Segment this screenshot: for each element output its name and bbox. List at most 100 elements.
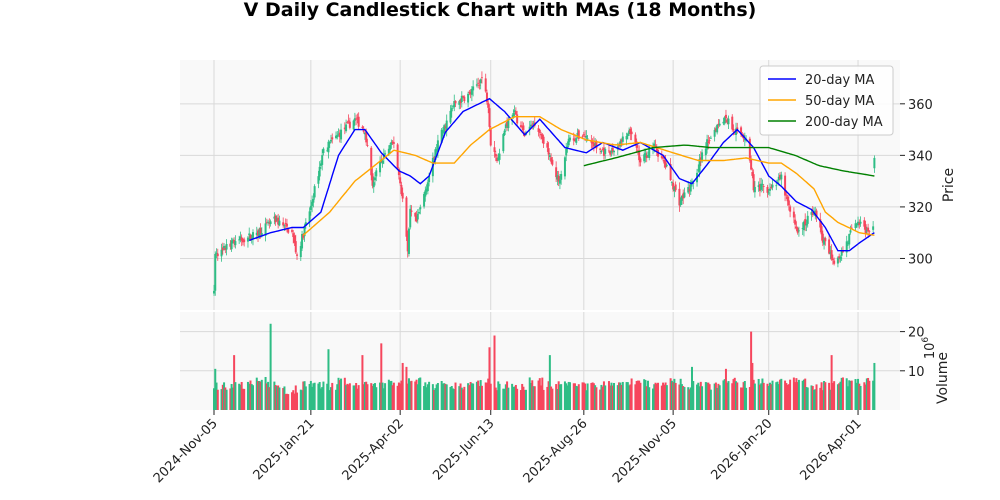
candle-body [363,132,366,135]
volume-bar [664,382,667,410]
candle-body [396,144,399,169]
candle-body [304,222,307,226]
volume-bar [425,387,428,410]
volume-bar [777,384,780,410]
volume-bar [503,388,506,410]
candle-body [865,230,868,232]
volume-bar [489,383,492,410]
volume-bar [309,380,312,410]
volume-bar [542,389,545,410]
volume-bar [696,384,699,410]
volume-bar [434,388,437,410]
volume-bar [620,384,623,410]
candle-body [722,121,725,124]
volume-bar [643,379,646,410]
candle-body [519,125,522,128]
candle-body [497,157,500,161]
volume-bar [414,381,417,410]
candle-body [620,139,623,142]
candle-body [735,128,738,135]
candle-body [238,239,241,241]
candle-body [724,114,727,119]
volume-bar [223,382,226,410]
candle-body [328,142,331,144]
candle-body [557,176,560,182]
volume-bar [410,380,413,410]
candle-body [582,134,585,136]
candle-body [636,150,639,152]
candle-body [669,164,672,181]
candle-body [701,152,704,162]
candle-body [753,186,756,193]
candle-body [355,118,358,120]
volume-bar [257,381,260,410]
volume-bar [292,390,295,410]
volume-bar [586,383,589,410]
candle-body [714,128,717,131]
volume-bar [787,384,790,410]
candle-body [698,158,701,172]
volume-bar [440,380,443,410]
volume-bar [563,381,566,410]
volume-bar [775,382,778,410]
volume-bar [381,382,384,410]
volume-bar [265,383,268,410]
candle-body [287,228,290,233]
volume-bar [496,390,499,410]
candle-body [775,185,778,187]
volume-bar [357,385,360,410]
volume-bar [467,383,470,410]
volume-bar [273,381,276,410]
volume-bar [528,377,531,410]
price-tick-label: 360 [908,98,933,113]
volume-bar [575,385,578,410]
volume-bar [287,394,290,410]
volume-bar [260,379,263,410]
volume-bar [680,384,683,410]
candle-body [797,230,800,232]
volume-bar [301,390,304,410]
volume-bar [230,383,233,410]
volume-bar [317,383,320,410]
candle-body [357,116,360,127]
volume-bar [753,383,756,410]
volume-bar [304,386,307,410]
volume-bar [584,383,587,410]
legend-label: 200-day MA [805,115,883,130]
candle-body [540,133,543,136]
volume-bar [839,381,842,410]
volume-bar [458,386,461,410]
candle-body [372,182,375,188]
candle-body [423,193,426,207]
candle-body [555,167,558,178]
volume-bar [801,380,804,410]
volume-bar [493,335,496,410]
volume-bar [229,388,232,410]
candle-body [426,182,429,192]
volume-bar [379,382,382,410]
candle-body [760,183,763,190]
candle-body [410,210,413,212]
candle-body [301,233,304,249]
volume-bar [428,381,431,410]
candle-body [638,150,641,161]
volume-bar [433,389,436,410]
volume-bar [513,386,516,410]
volume-bar [717,383,720,410]
candle-body [770,186,773,189]
volume-bar [821,390,824,410]
candle-body [258,229,261,238]
volume-bar [648,387,651,410]
candle-body [370,147,373,176]
candle-body [629,128,632,134]
volume-bar [529,382,532,410]
volume-bar [626,382,629,410]
candle-body [322,148,325,154]
volume-bar [372,383,375,410]
volume-bar [613,382,616,410]
candle-body [445,120,448,130]
candle-body [496,157,499,162]
candles [213,71,876,296]
candle-body [577,130,580,139]
volume-bar [346,383,349,410]
